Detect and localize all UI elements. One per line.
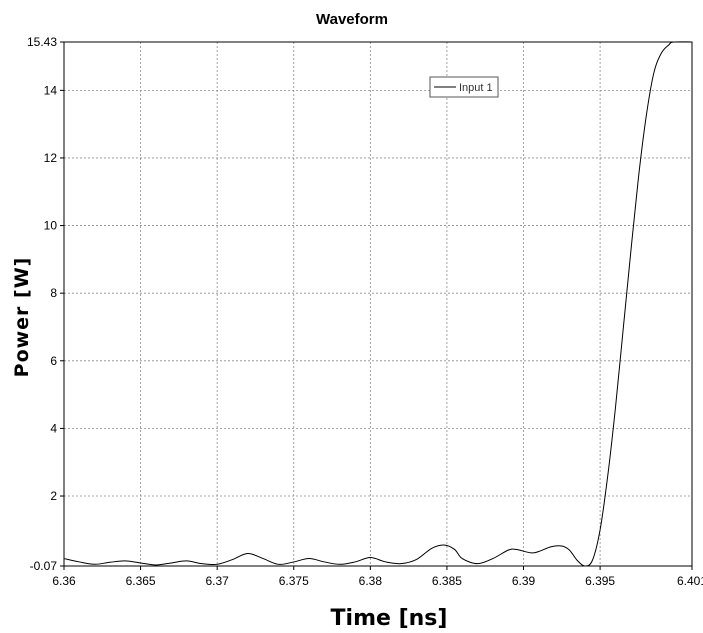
chart-title: Waveform	[316, 11, 388, 28]
legend-box	[429, 76, 499, 98]
y-axis-label: Power [W]	[11, 257, 33, 378]
x-tick-label: 6.39	[512, 574, 536, 588]
x-tick-label: 6.395	[585, 574, 615, 588]
y-axis-ticks: -0.07 2 4 6 8 10 12 14 15.43	[27, 35, 64, 573]
legend[interactable]: Input 1	[429, 76, 499, 98]
x-axis-label: Time [ns]	[331, 606, 448, 631]
y-tick-label: 4	[50, 421, 57, 435]
series-line-input-1	[63, 41, 693, 567]
y-tick-label: 14	[44, 83, 58, 97]
plot-frame	[63, 41, 693, 567]
x-tick-label: 6.365	[126, 574, 156, 588]
x-tick-label: 6.37	[205, 574, 229, 588]
y-tick-label: -0.07	[30, 559, 58, 573]
series-layer	[63, 41, 693, 567]
y-tick-label: 15.43	[27, 35, 57, 49]
legend-entry-input-1: Input 1	[459, 82, 493, 94]
y-tick-label: 2	[50, 489, 57, 503]
y-tick-label: 8	[50, 286, 57, 300]
y-tick-label: 10	[44, 219, 58, 233]
x-axis-ticks: 6.36 6.365 6.37 6.375 6.38 6.385 6.39 6.395 6.40…	[52, 566, 703, 588]
x-tick-label: 6.385	[432, 574, 462, 588]
x-tick-label: 6.38	[359, 574, 383, 588]
y-tick-label: 6	[50, 354, 57, 368]
x-tick-label: 6.375	[279, 574, 309, 588]
x-tick-label: 6.401	[677, 574, 703, 588]
y-tick-label: 12	[44, 151, 58, 165]
x-tick-label: 6.36	[52, 574, 76, 588]
grid-lines	[63, 41, 693, 567]
